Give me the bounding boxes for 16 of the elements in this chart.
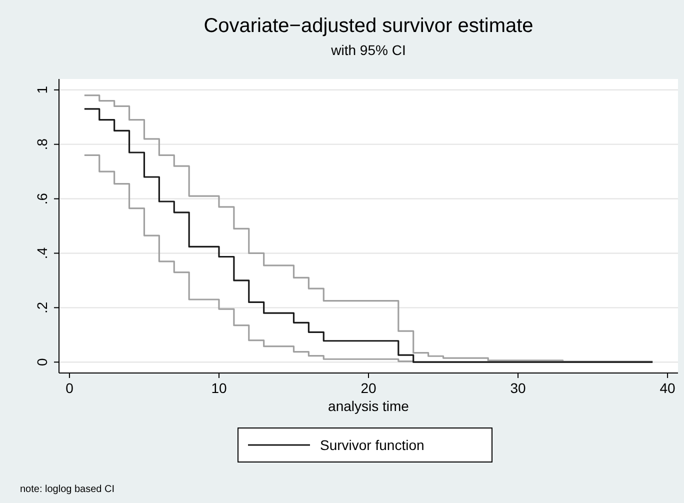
x-tick-label: 30 [510, 380, 526, 396]
chart-title: Covariate−adjusted survivor estimate [204, 15, 534, 37]
x-tick-label: 10 [211, 380, 227, 396]
y-tick-label: .2 [34, 302, 50, 314]
y-tick-label: 0 [34, 358, 50, 366]
chart-subtitle: with 95% CI [330, 42, 406, 58]
legend-label: Survivor function [320, 437, 424, 453]
x-axis-title: analysis time [328, 398, 410, 414]
y-tick-label: .8 [34, 138, 50, 150]
y-tick-label: .6 [34, 192, 50, 205]
y-tick-label: .4 [34, 247, 50, 260]
y-tick-label: 1 [34, 86, 50, 94]
x-tick-label: 0 [66, 380, 74, 396]
text: note: loglog based CI [20, 484, 115, 495]
x-tick-label: 40 [660, 380, 676, 396]
x-tick-label: 20 [360, 380, 376, 396]
